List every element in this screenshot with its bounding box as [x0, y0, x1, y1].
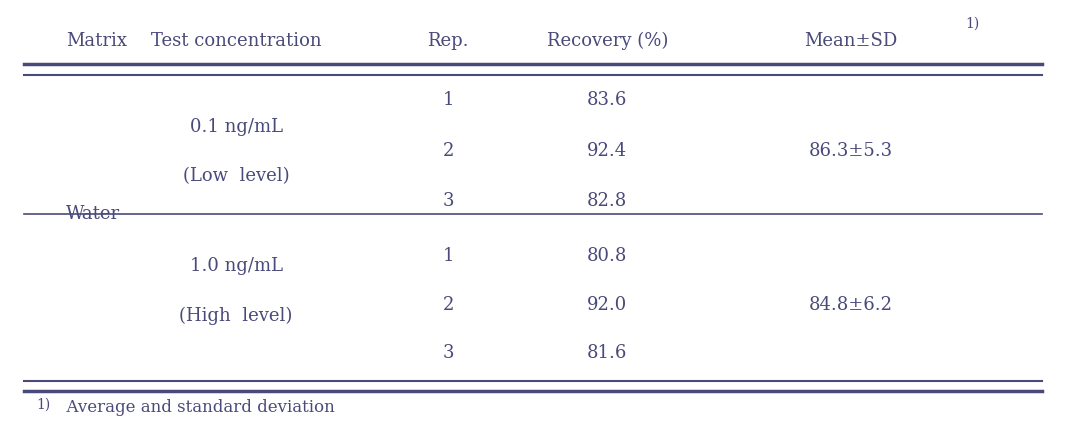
Text: 82.8: 82.8	[587, 192, 628, 210]
Text: 84.8±6.2: 84.8±6.2	[809, 296, 893, 314]
Text: 1.0 ng/mL: 1.0 ng/mL	[190, 256, 282, 274]
Text: Rep.: Rep.	[427, 32, 469, 50]
Text: (High  level): (High level)	[179, 307, 293, 325]
Text: 3: 3	[442, 192, 454, 210]
Text: Recovery (%): Recovery (%)	[547, 32, 668, 50]
Text: Water: Water	[66, 205, 120, 223]
Text: 92.4: 92.4	[587, 142, 627, 160]
Text: 80.8: 80.8	[587, 247, 628, 265]
Text: 1): 1)	[966, 17, 980, 31]
Text: 1: 1	[442, 91, 454, 109]
Text: (Low  level): (Low level)	[182, 167, 289, 185]
Text: 86.3±5.3: 86.3±5.3	[809, 142, 893, 160]
Text: Test concentration: Test concentration	[150, 32, 321, 50]
Text: 81.6: 81.6	[587, 345, 628, 363]
Text: Mean±SD: Mean±SD	[805, 32, 898, 50]
Text: 0.1 ng/mL: 0.1 ng/mL	[190, 119, 282, 137]
Text: Matrix: Matrix	[66, 32, 128, 50]
Text: 1: 1	[442, 247, 454, 265]
Text: 83.6: 83.6	[587, 91, 628, 109]
Text: Average and standard deviation: Average and standard deviation	[55, 399, 335, 416]
Text: 1): 1)	[36, 398, 51, 412]
Text: 2: 2	[442, 142, 454, 160]
Text: 3: 3	[442, 345, 454, 363]
Text: 2: 2	[442, 296, 454, 314]
Text: 92.0: 92.0	[587, 296, 628, 314]
